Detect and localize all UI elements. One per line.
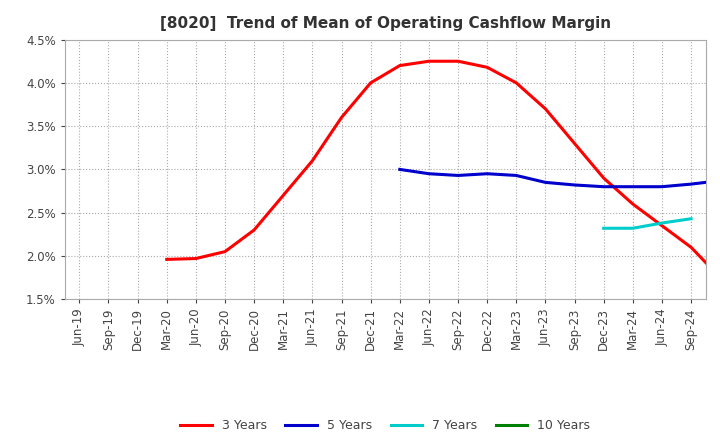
3 Years xyxy=(716,275,720,280)
3 Years xyxy=(337,115,346,120)
5 Years xyxy=(425,171,433,176)
3 Years xyxy=(366,80,375,85)
5 Years xyxy=(687,181,696,187)
3 Years xyxy=(163,257,171,262)
7 Years xyxy=(687,216,696,221)
3 Years xyxy=(657,223,666,228)
5 Years xyxy=(716,178,720,183)
7 Years xyxy=(599,226,608,231)
3 Years xyxy=(687,245,696,250)
5 Years xyxy=(657,184,666,189)
5 Years xyxy=(454,173,462,178)
5 Years xyxy=(512,173,521,178)
7 Years xyxy=(629,226,637,231)
3 Years xyxy=(541,106,550,111)
3 Years xyxy=(629,202,637,207)
3 Years xyxy=(570,141,579,146)
3 Years xyxy=(483,65,492,70)
5 Years xyxy=(599,184,608,189)
3 Years xyxy=(279,193,287,198)
Line: 3 Years: 3 Years xyxy=(167,61,720,284)
3 Years xyxy=(192,256,200,261)
5 Years xyxy=(541,180,550,185)
5 Years xyxy=(629,184,637,189)
3 Years xyxy=(425,59,433,64)
Line: 5 Years: 5 Years xyxy=(400,169,720,187)
3 Years xyxy=(395,63,404,68)
3 Years xyxy=(220,249,229,254)
3 Years xyxy=(454,59,462,64)
3 Years xyxy=(250,227,258,233)
Line: 7 Years: 7 Years xyxy=(603,219,691,228)
3 Years xyxy=(308,158,317,163)
5 Years xyxy=(570,182,579,187)
5 Years xyxy=(483,171,492,176)
3 Years xyxy=(512,80,521,85)
Legend: 3 Years, 5 Years, 7 Years, 10 Years: 3 Years, 5 Years, 7 Years, 10 Years xyxy=(176,414,595,437)
Title: [8020]  Trend of Mean of Operating Cashflow Margin: [8020] Trend of Mean of Operating Cashfl… xyxy=(160,16,611,32)
5 Years xyxy=(395,167,404,172)
3 Years xyxy=(599,176,608,181)
7 Years xyxy=(657,220,666,226)
